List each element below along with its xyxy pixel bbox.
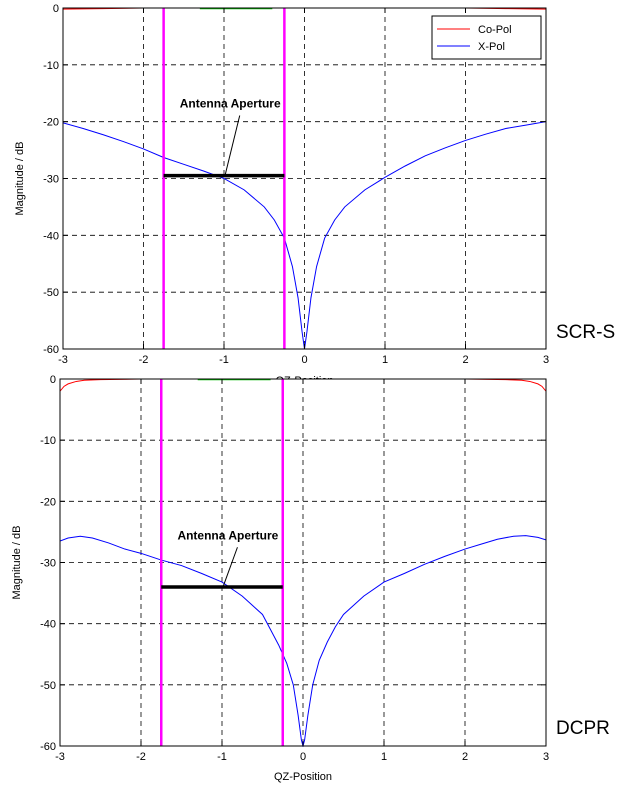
x-tick-label: -3 [58,354,68,366]
x-axis-label: QZ-Position [274,771,332,783]
y-tick-label: 0 [53,3,59,15]
x-tick-label: 1 [382,354,388,366]
legend-entry: Co-Pol [478,24,512,36]
x-tick-label: -2 [136,751,146,763]
x-tick-label: 3 [543,751,549,763]
x-tick-label: 2 [462,751,468,763]
x-tick-label: -1 [217,751,227,763]
y-tick-label: -40 [40,619,56,631]
chart-panel-1: Antenna Aperture-3 -2 -1 0 1 2 30-10-20-30-40-… [14,3,615,387]
y-tick-label: -10 [40,435,56,447]
y-tick-label: 0 [50,374,56,386]
legend-entry: X-Pol [478,41,505,53]
legend: Co-Pol X-Pol [431,15,542,60]
y-tick-label: -30 [40,558,56,570]
y-axis-label: Magnitude / dB [14,142,26,216]
y-tick-label: -30 [43,174,59,186]
y-tick-label: -20 [40,496,56,508]
x-tick-label: 0 [300,751,306,763]
x-tick-label: -3 [55,751,65,763]
annotation-arrow [222,547,238,588]
y-tick-label: -60 [40,741,56,753]
y-tick-label: -40 [43,230,59,242]
y-axis-label: Magnitude / dB [11,526,23,600]
y-tick-label: -20 [43,117,59,129]
annotation-text: Antenna Aperture [177,528,278,542]
y-tick-label: -10 [43,60,59,72]
annotation-arrow [224,115,241,176]
y-tick-label: -50 [43,287,59,299]
x-tick-label: -2 [139,354,149,366]
legend-box [431,15,542,60]
x-tick-label: 1 [381,751,387,763]
x-tick-label: 2 [462,354,468,366]
x-tick-label: 0 [301,354,307,366]
y-tick-label: -60 [43,344,59,356]
x-tick-label: 3 [543,354,549,366]
panel-label: SCR-S [556,322,615,343]
y-tick-label: -50 [40,680,56,692]
x-tick-label: -1 [219,354,229,366]
panel-label: DCPR [556,718,610,739]
annotation-text: Antenna Aperture [180,96,281,110]
chart-panel-2: Antenna Aperture-3 -2 -1 0 1 2 30-10-20-30-40-… [11,374,610,783]
